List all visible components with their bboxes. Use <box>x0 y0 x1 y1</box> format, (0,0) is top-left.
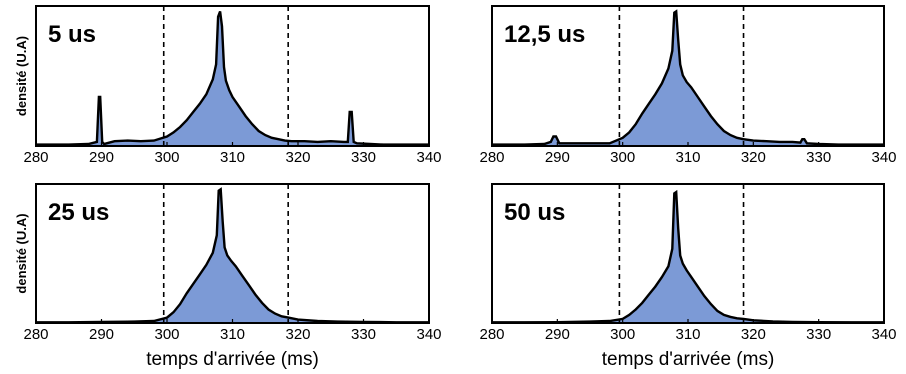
x-tick-label: 310 <box>220 326 245 343</box>
density-fill <box>36 11 429 147</box>
chart-panel-4: 280 290 300 310 320 330 340 50 us temps d'arrivé… <box>479 183 897 370</box>
x-tick-label: 310 <box>675 326 700 343</box>
density-fill <box>36 189 429 323</box>
panel-label: 25 us <box>48 199 109 226</box>
density-line <box>492 189 884 324</box>
x-tick-label: 310 <box>675 149 700 166</box>
panel-label: 5 us <box>48 21 96 48</box>
x-tick-label: 290 <box>545 326 570 343</box>
x-tick-label: 280 <box>479 149 504 166</box>
x-tick-label: 300 <box>610 326 635 343</box>
panel-label: 50 us <box>504 199 565 226</box>
x-tick-label: 330 <box>806 326 831 343</box>
x-tick-label: 340 <box>416 326 441 343</box>
x-tick-label: 300 <box>610 149 635 166</box>
x-axis-label: temps d'arrivée (ms) <box>602 349 775 370</box>
density-line <box>36 10 429 146</box>
x-tick-label: 340 <box>871 149 896 166</box>
x-tick-label: 300 <box>154 326 179 343</box>
y-axis-label: densité (U.A) <box>14 36 29 116</box>
x-tick-label: 320 <box>285 326 310 343</box>
x-tick-label: 340 <box>416 149 441 166</box>
x-tick-label: 320 <box>741 326 766 343</box>
x-tick-label: 320 <box>741 149 766 166</box>
density-line <box>492 9 884 146</box>
panel-label: 12,5 us <box>504 21 585 48</box>
x-tick-label: 280 <box>23 326 48 343</box>
chart-panel-3: 280 290 300 310 320 330 340 25 us temps d'arrivé… <box>14 183 442 370</box>
x-axis-label: temps d'arrivée (ms) <box>146 349 319 370</box>
x-tick-label: 290 <box>545 149 570 166</box>
x-tick-label: 290 <box>89 149 114 166</box>
x-tick-label: 280 <box>479 326 504 343</box>
x-tick-label: 340 <box>871 326 896 343</box>
x-tick-label: 310 <box>220 149 245 166</box>
y-axis-label: densité (U.A) <box>14 213 29 293</box>
x-tick-label: 320 <box>285 149 310 166</box>
x-tick-label: 330 <box>806 149 831 166</box>
x-tick-label: 290 <box>89 326 114 343</box>
x-tick-label: 330 <box>351 149 376 166</box>
x-tick-label: 280 <box>23 149 48 166</box>
x-tick-label: 300 <box>154 149 179 166</box>
chart-panel-1: 280 290 300 310 320 330 340 5 us densité (U.A) <box>14 5 442 166</box>
density-fill <box>492 192 884 323</box>
density-line <box>36 187 429 324</box>
chart-panel-2: 280 290 300 310 320 330 340 12,5 us <box>479 5 897 166</box>
x-tick-label: 330 <box>351 326 376 343</box>
density-fill <box>492 11 884 147</box>
